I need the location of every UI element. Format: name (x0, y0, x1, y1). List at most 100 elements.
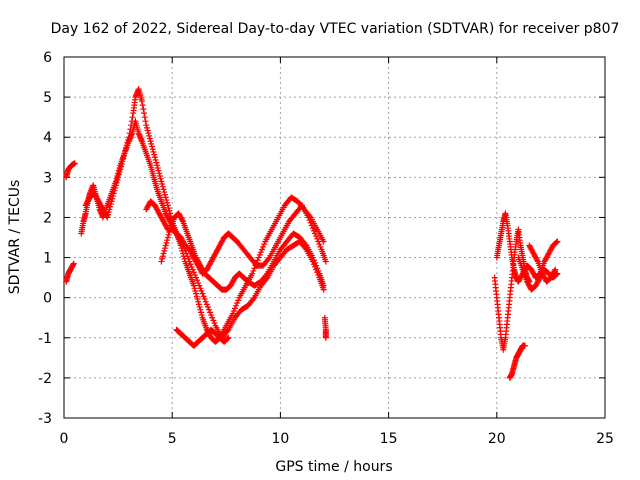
data-point (139, 102, 146, 109)
data-point (159, 183, 166, 190)
data-point (205, 306, 212, 313)
x-tick-label: 15 (380, 431, 398, 447)
data-point (145, 130, 152, 137)
data-point (306, 217, 313, 224)
data-point (146, 132, 153, 139)
x-tick-label: 0 (60, 431, 69, 447)
data-point (110, 190, 117, 197)
data-point (112, 182, 119, 189)
data-point (316, 241, 323, 248)
data-point (110, 193, 117, 200)
data-point (161, 191, 168, 198)
data-point (158, 178, 165, 185)
data-point (166, 229, 173, 236)
data-point (198, 287, 205, 294)
data-point (190, 269, 197, 276)
data-point (166, 207, 173, 214)
data-point (204, 304, 211, 311)
data-point (197, 306, 204, 313)
y-tick-label: 1 (43, 251, 52, 267)
data-point (154, 164, 161, 171)
data-point (255, 254, 262, 261)
data-point (257, 249, 264, 256)
data-point (162, 194, 169, 201)
data-point (105, 209, 112, 216)
data-point (179, 247, 186, 254)
data-point (198, 309, 205, 316)
data-point (553, 239, 560, 246)
data-point (196, 304, 203, 311)
data-point (156, 172, 163, 179)
data-point (151, 154, 158, 161)
data-point (121, 150, 128, 157)
data-point (120, 152, 127, 159)
y-tick-label: 2 (43, 210, 52, 226)
data-point (71, 160, 78, 167)
data-point (229, 310, 236, 317)
data-point (156, 170, 163, 177)
data-point (164, 234, 171, 241)
data-point (161, 189, 168, 196)
data-point (117, 163, 124, 170)
data-point (141, 110, 148, 117)
data-point (149, 143, 156, 150)
data-point (554, 238, 561, 245)
data-point (120, 155, 127, 162)
data-point (125, 136, 132, 143)
chart-title: Day 162 of 2022, Sidereal Day-to-day VTE… (51, 21, 620, 37)
data-point (312, 259, 319, 266)
data-point (309, 225, 316, 232)
data-point (155, 167, 162, 174)
y-tick-label: 5 (43, 90, 52, 106)
data-point (201, 296, 208, 303)
data-point (203, 301, 210, 308)
data-point (167, 213, 174, 220)
data-point (142, 118, 149, 125)
data-point (116, 168, 123, 175)
data-point (70, 260, 77, 267)
x-axis: 0 5 10 15 20 25 (60, 57, 614, 447)
data-point (235, 297, 242, 304)
data-point (164, 199, 171, 206)
data-point (160, 186, 167, 193)
y-tick-label: 4 (43, 130, 52, 146)
data-point (198, 312, 205, 319)
y-axis: -3 -2 -1 0 1 2 3 4 5 6 (38, 50, 605, 427)
data-point (190, 282, 197, 289)
data-point (322, 258, 329, 265)
data-point (192, 287, 199, 294)
data-point (315, 267, 322, 274)
data-point (144, 127, 151, 134)
data-point (322, 334, 329, 341)
data-point (126, 130, 133, 137)
data-point (195, 279, 202, 286)
data-point (165, 231, 172, 238)
data-point (234, 300, 241, 307)
data-point (313, 233, 320, 240)
data-point (534, 257, 541, 264)
data-point (179, 217, 186, 224)
data-point (124, 139, 131, 146)
data-point (193, 274, 200, 281)
data-point (231, 305, 238, 312)
data-point (188, 263, 195, 270)
data-point (225, 334, 232, 341)
data-point (317, 243, 324, 250)
data-point (154, 162, 161, 169)
data-point (165, 205, 172, 212)
data-point (224, 335, 231, 342)
data-point (107, 203, 114, 210)
data-point (115, 171, 122, 178)
data-point (315, 238, 322, 245)
data-point (181, 255, 188, 262)
data-point (122, 147, 129, 154)
data-point (552, 266, 559, 273)
grid-lines (64, 57, 605, 418)
y-axis-label: SDTVAR / TECUs (7, 180, 23, 295)
data-point (178, 245, 185, 252)
data-point (153, 159, 160, 166)
data-point (146, 135, 153, 142)
data-point (123, 142, 130, 149)
data-point (108, 198, 115, 205)
data-point (162, 242, 169, 249)
